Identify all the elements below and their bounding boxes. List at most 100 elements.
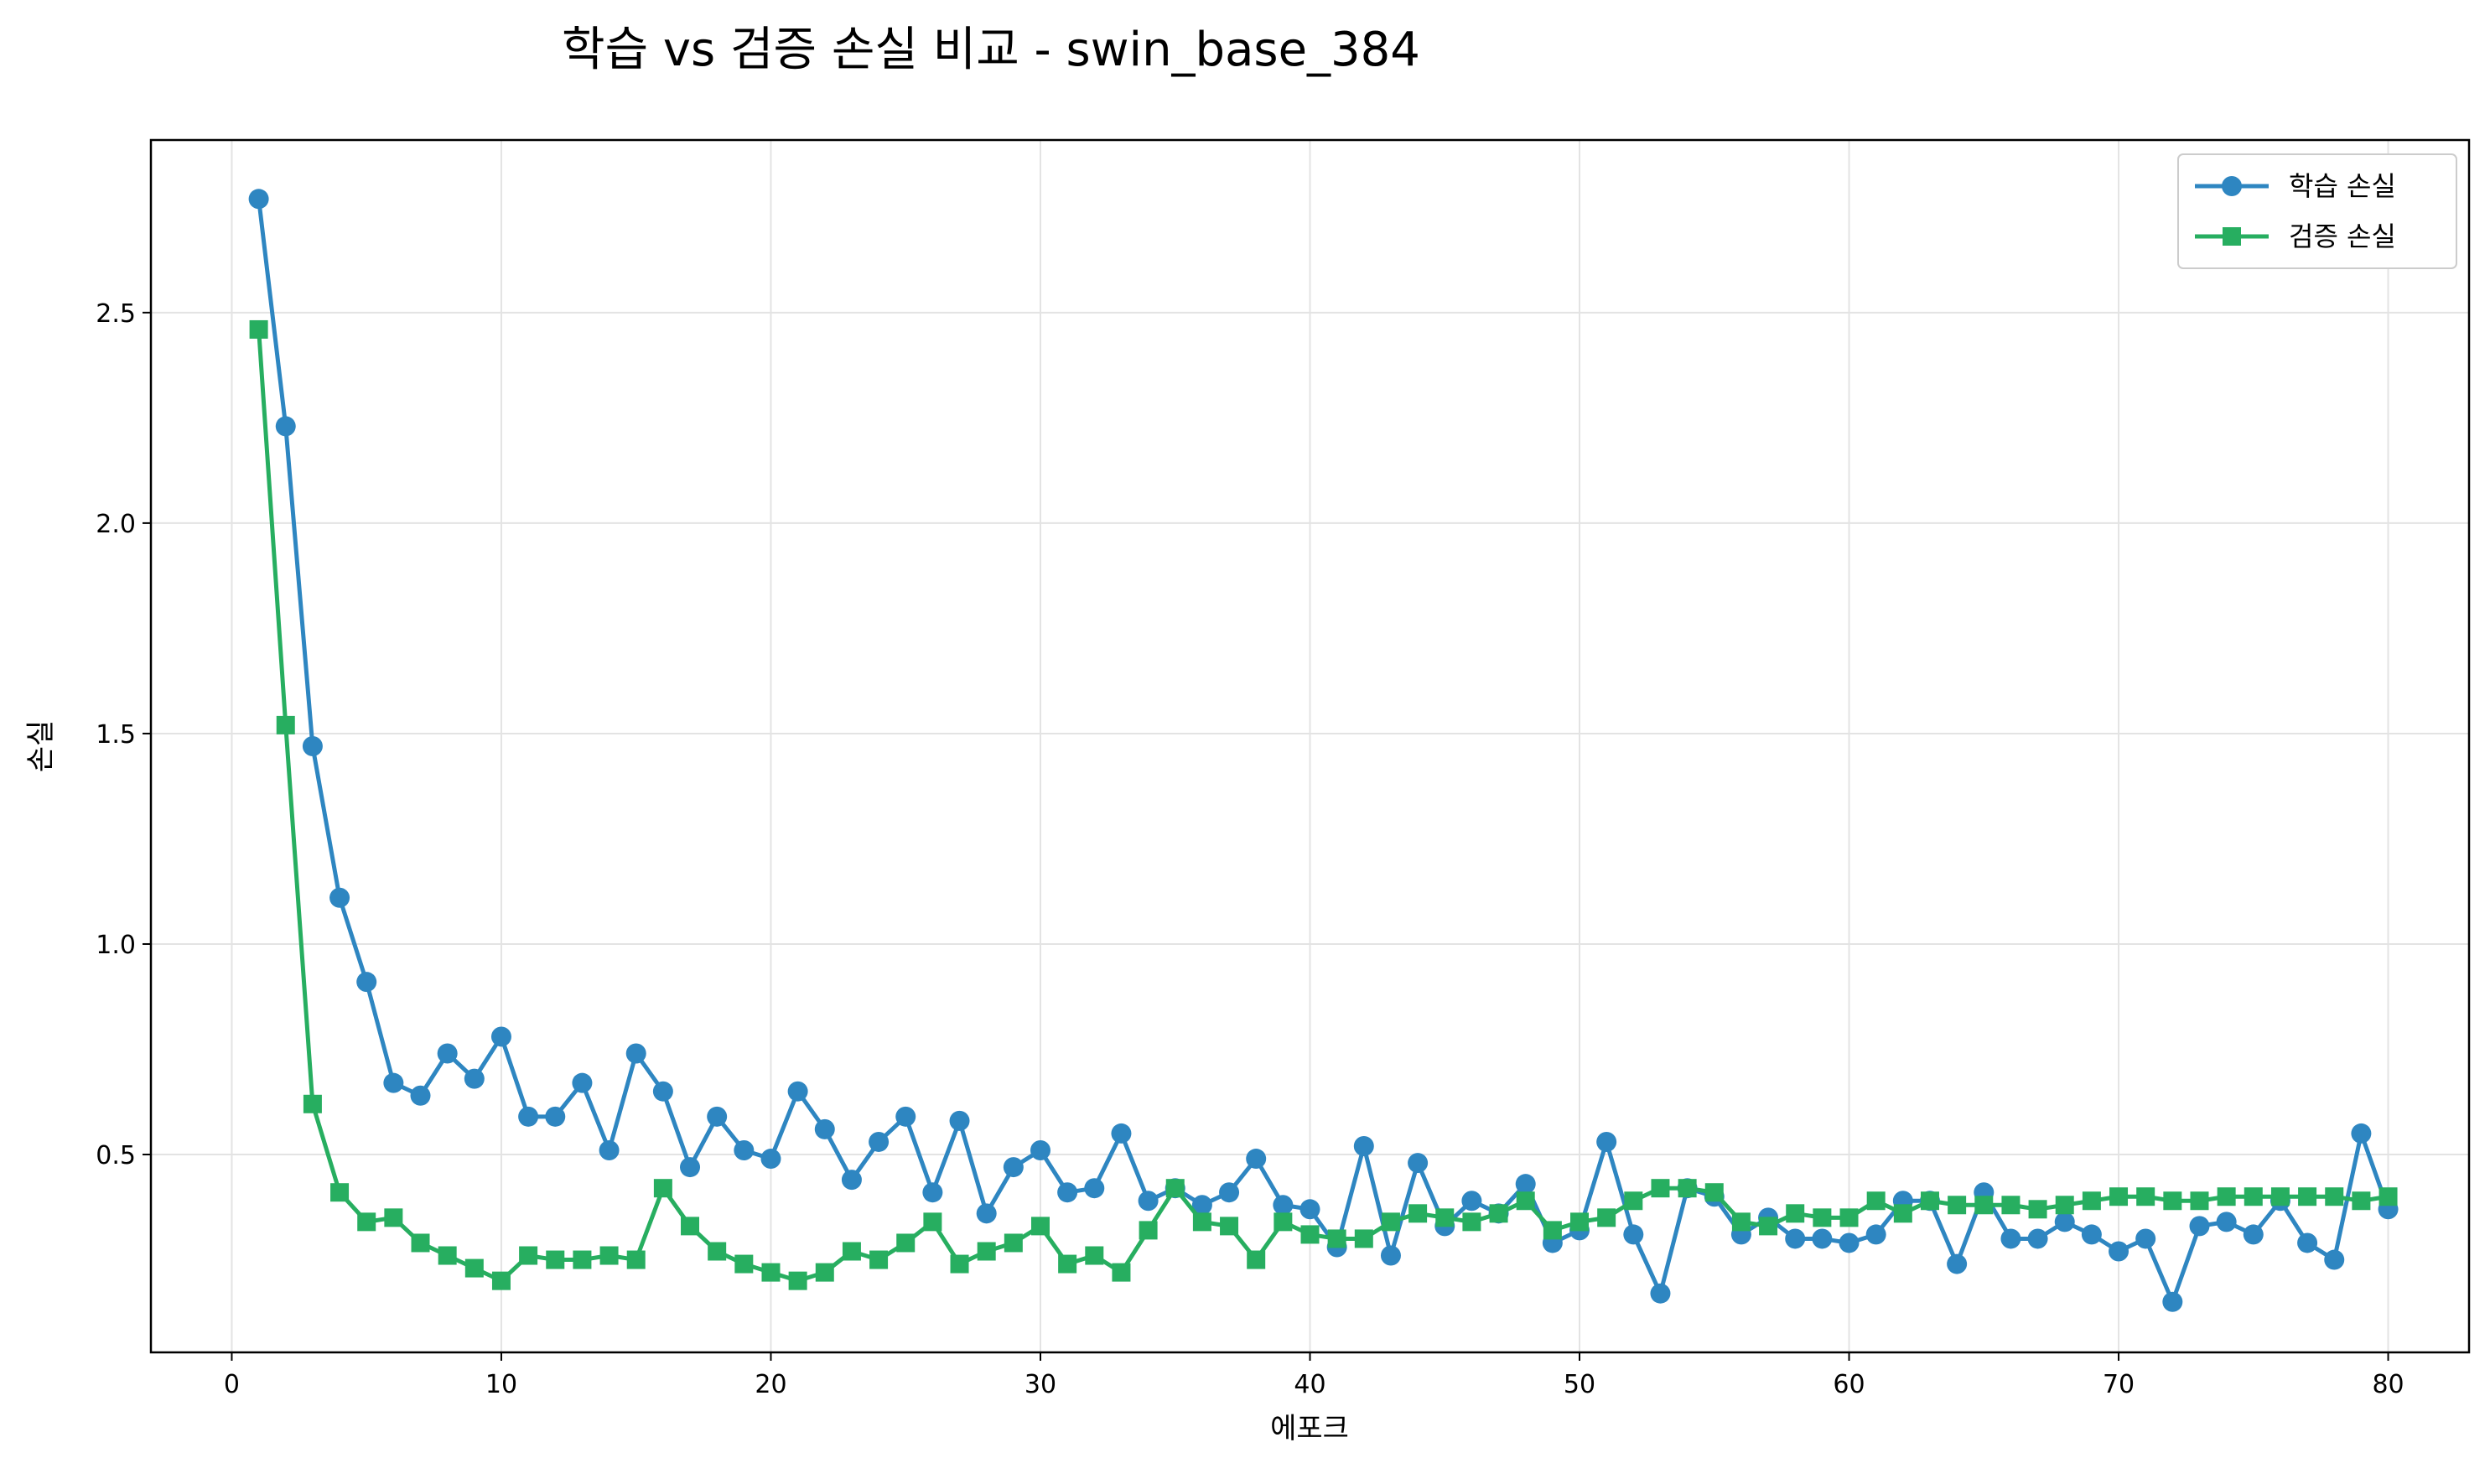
data-point — [2028, 1200, 2047, 1219]
y-tick-label: 1.0 — [96, 931, 136, 960]
legend-label: 검증 손실 — [2289, 221, 2396, 252]
legend-box — [2177, 153, 2457, 269]
data-point — [1866, 1191, 1886, 1211]
data-point — [572, 1072, 593, 1093]
data-point — [949, 1110, 970, 1131]
data-point — [276, 715, 295, 734]
data-point — [2001, 1196, 2021, 1215]
data-point — [302, 736, 323, 756]
data-point — [1274, 1212, 1293, 1232]
data-point — [681, 1217, 700, 1236]
data-point — [384, 1208, 403, 1227]
data-point — [1030, 1140, 1050, 1160]
legend-item: 학습 손실 — [2195, 170, 2396, 202]
series-line — [257, 329, 2389, 1284]
data-point — [2109, 1187, 2129, 1206]
data-point — [437, 1043, 458, 1064]
data-point — [950, 1254, 969, 1274]
data-point — [1138, 1191, 1159, 1212]
x-tick-label: 60 — [1833, 1370, 1865, 1399]
data-point — [519, 1246, 538, 1265]
series-training-loss — [248, 189, 2399, 1312]
data-point — [922, 1182, 943, 1203]
data-point — [1408, 1153, 1429, 1174]
data-point — [2297, 1232, 2318, 1253]
y-tick-label: 1.5 — [96, 720, 136, 750]
data-point — [1515, 1174, 1536, 1195]
data-point — [1139, 1221, 1158, 1240]
grid — [151, 140, 2469, 1352]
data-point — [1623, 1224, 1644, 1245]
data-point — [2324, 1249, 2345, 1270]
data-point — [1112, 1263, 1131, 1282]
data-point — [1920, 1191, 1939, 1211]
data-point — [1085, 1246, 1104, 1265]
data-point — [841, 1170, 862, 1191]
data-point — [2136, 1187, 2155, 1206]
data-point — [1084, 1178, 1105, 1199]
data-point — [708, 1242, 727, 1261]
data-point — [1030, 1217, 1050, 1236]
data-point — [1219, 1182, 1240, 1203]
data-point — [1516, 1191, 1535, 1211]
data-point — [1003, 1157, 1024, 1178]
data-point — [1246, 1149, 1267, 1170]
data-point — [2352, 1191, 2371, 1211]
data-point — [2216, 1212, 2237, 1232]
data-point — [1380, 1245, 1401, 1266]
y-tick-label: 2.0 — [96, 510, 136, 539]
data-point — [707, 1106, 728, 1127]
data-point — [518, 1106, 539, 1127]
data-point — [1543, 1221, 1562, 1240]
y-tick-label: 2.5 — [96, 299, 136, 329]
data-point — [2000, 1228, 2021, 1249]
x-tick-label: 40 — [1294, 1370, 1325, 1399]
series-layer — [248, 189, 2399, 1312]
x-tick-label: 50 — [1564, 1370, 1595, 1399]
data-point — [787, 1081, 808, 1102]
data-point — [1839, 1208, 1859, 1227]
data-point — [410, 1085, 431, 1106]
x-tick-label: 10 — [485, 1370, 517, 1399]
data-point — [815, 1263, 834, 1282]
data-point — [1570, 1212, 1590, 1232]
data-point — [2325, 1187, 2344, 1206]
data-point — [1974, 1196, 1994, 1215]
y-axis-label: 손실 — [24, 720, 58, 773]
data-point — [573, 1250, 592, 1269]
data-point — [896, 1233, 916, 1253]
data-point — [1220, 1217, 1239, 1236]
data-point — [1893, 1204, 1912, 1223]
data-point — [2298, 1187, 2317, 1206]
data-point — [1813, 1208, 1832, 1227]
data-point — [1247, 1250, 1266, 1269]
data-point — [2135, 1228, 2156, 1249]
x-tick-label: 30 — [1025, 1370, 1056, 1399]
data-point — [2378, 1187, 2398, 1206]
data-point — [1381, 1212, 1400, 1232]
data-point — [1353, 1135, 1374, 1156]
data-point — [2189, 1216, 2210, 1237]
data-point — [2027, 1228, 2048, 1249]
data-point — [491, 1271, 511, 1290]
data-point — [2243, 1224, 2264, 1245]
data-point — [2082, 1191, 2101, 1211]
data-point — [330, 1183, 350, 1202]
x-tick-label: 70 — [2103, 1370, 2135, 1399]
data-point — [869, 1250, 889, 1269]
legend-item: 검증 손실 — [2195, 221, 2396, 252]
data-point — [734, 1254, 754, 1274]
x-tick-label: 80 — [2372, 1370, 2404, 1399]
data-point — [411, 1233, 430, 1253]
data-point — [1435, 1208, 1455, 1227]
data-point — [761, 1263, 781, 1282]
data-point — [464, 1258, 484, 1278]
data-point — [1596, 1131, 1617, 1152]
data-point — [842, 1242, 861, 1261]
data-point — [2054, 1212, 2075, 1232]
data-point — [599, 1140, 620, 1160]
data-point — [2109, 1241, 2129, 1262]
data-point — [1299, 1199, 1320, 1220]
data-point — [490, 1026, 511, 1047]
